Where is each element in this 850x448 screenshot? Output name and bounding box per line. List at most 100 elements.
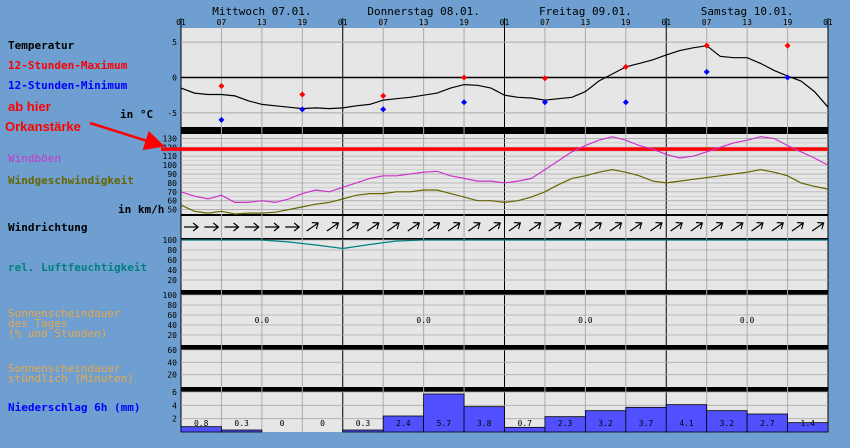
wind-ytick-label: 90 [167, 170, 177, 179]
arrow-icon [184, 222, 200, 232]
gust-line [180, 136, 829, 204]
arrow-icon [609, 221, 623, 232]
arrow-icon [650, 221, 663, 232]
precip-value-label: 5.7 [437, 419, 452, 428]
wind-ytick-label: 110 [163, 152, 178, 161]
precip-value-label: 3.2 [720, 419, 735, 428]
wind-direction-arrow [569, 221, 582, 232]
arrow-icon [791, 221, 805, 232]
wind-direction-arrow [244, 222, 260, 232]
wind-direction-arrow [710, 221, 724, 232]
arrow-icon [629, 221, 643, 232]
sun-hourly-label-1: Sonnenscheindauer [8, 362, 121, 375]
temp-ytick-label: -5 [167, 109, 177, 118]
wind-direction-arrow [528, 221, 542, 232]
temperature-line [180, 45, 829, 110]
storm-note-line2: Orkanstärke [5, 119, 81, 134]
arrow-icon [366, 221, 380, 232]
humidity-ytick-label: 100 [163, 236, 178, 245]
wind-direction-arrow [548, 221, 562, 232]
sun-daily-label-2: des Tages [8, 317, 68, 330]
wind-direction-arrow [285, 222, 301, 232]
wind-direction-arrow [670, 221, 683, 232]
arrow-icon [589, 221, 603, 232]
wind-direction-arrow [204, 222, 220, 232]
arrow-icon [468, 221, 481, 232]
sun-daily-value: 0.0 [255, 316, 270, 325]
day-names: Mittwoch 07.01. Donnerstag 08.01. Freitag … [212, 5, 793, 18]
precip-value-label: 2.4 [396, 419, 411, 428]
sun-daily-ytick-label: 20 [167, 331, 177, 340]
sun-daily-value: 0.0 [740, 316, 755, 325]
humidity-ytick-label: 20 [167, 276, 177, 285]
humidity-label: rel. Luftfeuchtigkeit [8, 261, 147, 274]
precip-bar [221, 429, 263, 433]
tmax-point [380, 92, 387, 99]
tmin-point [541, 99, 548, 106]
tmax-point [461, 74, 468, 81]
arrow-icon [548, 221, 562, 232]
tmax-point [218, 82, 225, 89]
precip-ytick-label: 4 [172, 401, 177, 410]
wind-direction-arrow [468, 221, 481, 232]
precip-value-label: 3.7 [639, 419, 654, 428]
precip-value-label: 3.8 [477, 419, 492, 428]
wind-direction-arrow [751, 221, 764, 232]
precip-bar [787, 422, 829, 433]
sun-hourly-ytick-label: 20 [167, 371, 177, 380]
tmax-point [541, 75, 548, 82]
tmin-point [703, 68, 710, 75]
arrow-icon [264, 222, 280, 232]
arrow-icon [204, 222, 220, 232]
wind-direction-arrow [629, 221, 643, 232]
precip-bar [180, 426, 222, 433]
arrow-icon [670, 221, 683, 232]
sun-daily-ytick-label: 80 [167, 301, 177, 310]
arrow-icon [224, 222, 240, 232]
wind-direction-arrow [811, 221, 825, 232]
arrow-icon [427, 221, 441, 232]
temp-unit-label: in °C [120, 108, 153, 121]
day-label: Samstag 10.01. [701, 5, 794, 18]
tmin-point [218, 116, 225, 123]
arrow-icon [488, 221, 501, 232]
arrow-icon [569, 221, 582, 232]
arrow-icon [387, 221, 400, 232]
temp-ytick-label: 0 [172, 74, 177, 83]
arrow-icon [447, 221, 461, 232]
precip-value-label: 0 [280, 419, 285, 428]
wind-direction-arrow [184, 222, 200, 232]
arrow-icon [326, 221, 340, 232]
precip-bar [504, 426, 546, 433]
precip-value-label: 0.7 [517, 419, 532, 428]
wind-direction-arrow [508, 221, 522, 232]
arrow-icon [710, 221, 724, 232]
gust-label: Windböen [8, 152, 61, 165]
tmax-point [703, 42, 710, 49]
wind-direction-arrow [427, 221, 441, 232]
wind-direction-arrow [650, 221, 663, 232]
precip-value-label: 0.3 [356, 419, 371, 428]
wind-direction-arrow [306, 221, 319, 232]
sun-hourly-label-2: stündlich (Minuten) [8, 372, 134, 385]
wind-ytick-label: 70 [167, 188, 177, 197]
day-label: Freitag 09.01. [539, 5, 632, 18]
wind-direction-arrow [387, 221, 400, 232]
precip-value-label: 3.2 [598, 419, 613, 428]
day-label: Donnerstag 08.01. [367, 5, 480, 18]
tmin-point [622, 99, 629, 106]
humidity-ytick-label: 80 [167, 246, 177, 255]
sun-daily-label-1: Sonnenscheindauer [8, 307, 121, 320]
sun-daily-ytick-label: 40 [167, 321, 177, 330]
arrow-icon [285, 222, 301, 232]
sun-daily-label-3: (% und Stunden) [8, 327, 107, 340]
humidity-line [181, 239, 828, 250]
arrow-icon [771, 221, 784, 232]
wind-direction-arrow [326, 221, 340, 232]
wind-label: Windgeschwindigkeit [8, 174, 134, 187]
precip-bar [665, 404, 708, 433]
arrow-icon [244, 222, 260, 232]
wind-direction-arrow [791, 221, 805, 232]
sun-daily-value: 0.0 [578, 316, 593, 325]
